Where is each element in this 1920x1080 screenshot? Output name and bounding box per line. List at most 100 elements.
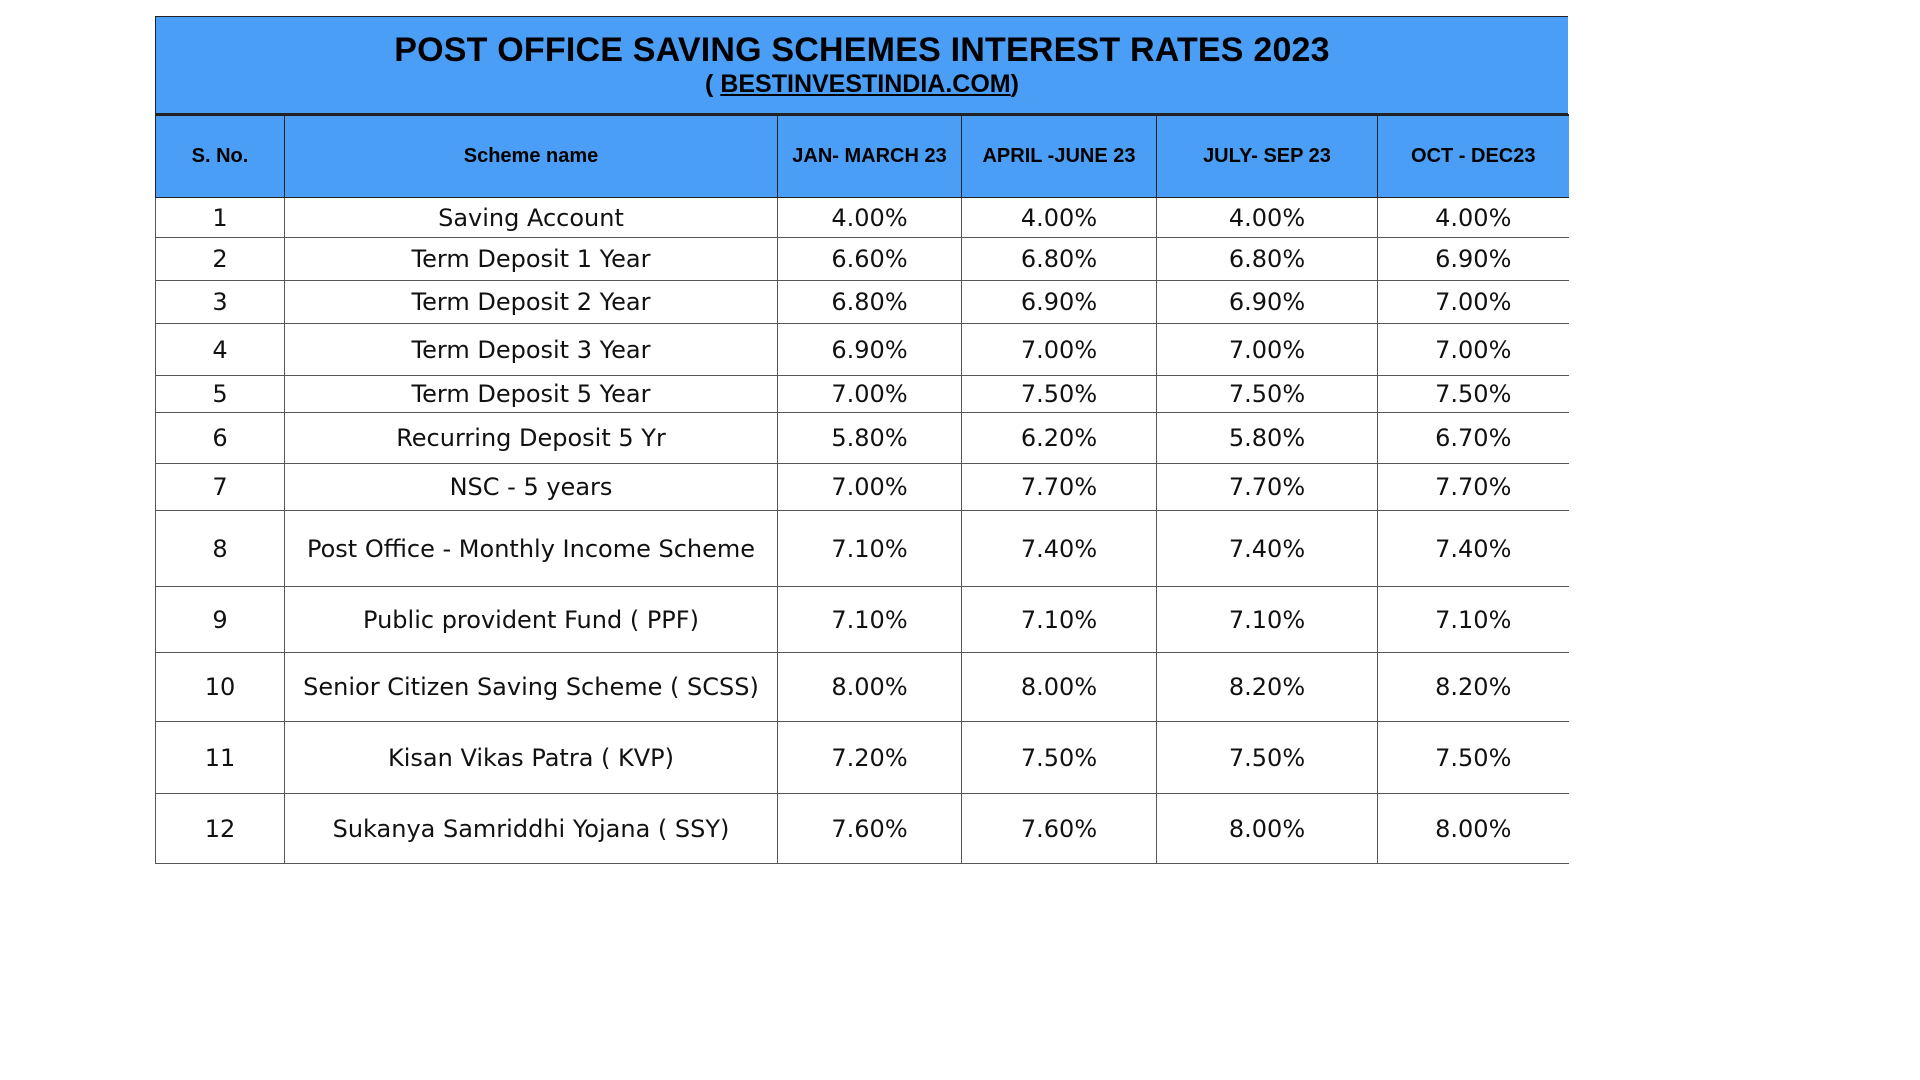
cell-scheme-name: Sukanya Samriddhi Yojana ( SSY): [284, 793, 778, 864]
cell-rate-oct-dec: 8.20%: [1377, 652, 1569, 722]
cell-rate-jul-sep: 7.40%: [1156, 510, 1378, 587]
page-title: POST OFFICE SAVING SCHEMES INTEREST RATE…: [394, 31, 1330, 69]
table-row: 2 Term Deposit 1 Year 6.60% 6.80% 6.80% 6.90%: [155, 237, 1569, 281]
cell-scheme-name: Term Deposit 1 Year: [284, 237, 778, 281]
cell-rate-apr-jun: 7.40%: [961, 510, 1157, 587]
cell-rate-oct-dec: 7.50%: [1377, 375, 1569, 413]
header-apr-jun: APRIL -JUNE 23: [961, 114, 1157, 198]
cell-rate-jan-mar: 5.80%: [777, 412, 962, 464]
cell-rate-jul-sep: 6.90%: [1156, 280, 1378, 324]
cell-rate-jan-mar: 6.90%: [777, 323, 962, 376]
cell-rate-oct-dec: 7.70%: [1377, 463, 1569, 511]
cell-rate-apr-jun: 6.90%: [961, 280, 1157, 324]
cell-sno: 2: [155, 237, 285, 281]
table-row: 3 Term Deposit 2 Year 6.80% 6.90% 6.90% 7.00%: [155, 280, 1569, 324]
cell-scheme-name: Kisan Vikas Patra ( KVP): [284, 721, 778, 794]
rates-table: S. No. Scheme name JAN- MARCH 23 APRIL -JUN…: [155, 114, 1569, 864]
header-jul-sep: JULY- SEP 23: [1156, 114, 1378, 198]
source-suffix: ): [1010, 70, 1019, 98]
cell-rate-jul-sep: 4.00%: [1156, 197, 1378, 238]
cell-rate-apr-jun: 6.20%: [961, 412, 1157, 464]
cell-rate-jan-mar: 8.00%: [777, 652, 962, 722]
cell-scheme-name: Recurring Deposit 5 Yr: [284, 412, 778, 464]
cell-sno: 5: [155, 375, 285, 413]
cell-rate-oct-dec: 6.70%: [1377, 412, 1569, 464]
title-bar: POST OFFICE SAVING SCHEMES INTEREST RATE…: [155, 16, 1568, 114]
cell-scheme-name: Term Deposit 2 Year: [284, 280, 778, 324]
cell-rate-apr-jun: 7.00%: [961, 323, 1157, 376]
cell-rate-jul-sep: 5.80%: [1156, 412, 1378, 464]
cell-rate-jul-sep: 6.80%: [1156, 237, 1378, 281]
cell-sno: 11: [155, 721, 285, 794]
cell-rate-apr-jun: 7.60%: [961, 793, 1157, 864]
cell-rate-jan-mar: 7.20%: [777, 721, 962, 794]
cell-rate-oct-dec: 7.50%: [1377, 721, 1569, 794]
cell-scheme-name: Public provident Fund ( PPF): [284, 586, 778, 653]
cell-sno: 9: [155, 586, 285, 653]
table-body: 1 Saving Account 4.00% 4.00% 4.00% 4.00% 2 Term…: [155, 197, 1569, 864]
table-row: 9 Public provident Fund ( PPF) 7.10% 7.10% 7…: [155, 586, 1569, 653]
cell-scheme-name: Term Deposit 5 Year: [284, 375, 778, 413]
cell-scheme-name: Saving Account: [284, 197, 778, 238]
cell-rate-jul-sep: 7.00%: [1156, 323, 1378, 376]
cell-scheme-name: Term Deposit 3 Year: [284, 323, 778, 376]
cell-rate-oct-dec: 7.00%: [1377, 323, 1569, 376]
cell-rate-apr-jun: 7.70%: [961, 463, 1157, 511]
header-jan-mar: JAN- MARCH 23: [777, 114, 962, 198]
cell-rate-jan-mar: 7.00%: [777, 375, 962, 413]
cell-rate-jan-mar: 7.00%: [777, 463, 962, 511]
cell-scheme-name: Senior Citizen Saving Scheme ( SCSS): [284, 652, 778, 722]
cell-rate-jul-sep: 8.00%: [1156, 793, 1378, 864]
cell-rate-apr-jun: 4.00%: [961, 197, 1157, 238]
cell-rate-apr-jun: 7.10%: [961, 586, 1157, 653]
cell-sno: 4: [155, 323, 285, 376]
table-row: 4 Term Deposit 3 Year 6.90% 7.00% 7.00% 7.00%: [155, 323, 1569, 376]
table-row: 10 Senior Citizen Saving Scheme ( SCSS) 8.…: [155, 652, 1569, 722]
table-row: 11 Kisan Vikas Patra ( KVP) 7.20% 7.50% 7.50…: [155, 721, 1569, 794]
cell-sno: 1: [155, 197, 285, 238]
cell-rate-jul-sep: 7.50%: [1156, 375, 1378, 413]
cell-rate-apr-jun: 8.00%: [961, 652, 1157, 722]
source-line: ( BESTINVESTINDIA.COM): [156, 69, 1568, 99]
cell-rate-apr-jun: 6.80%: [961, 237, 1157, 281]
source-link[interactable]: BESTINVESTINDIA.COM: [720, 70, 1011, 98]
cell-sno: 6: [155, 412, 285, 464]
cell-rate-jul-sep: 7.70%: [1156, 463, 1378, 511]
cell-rate-apr-jun: 7.50%: [961, 375, 1157, 413]
cell-sno: 12: [155, 793, 285, 864]
table-header-row: S. No. Scheme name JAN- MARCH 23 APRIL -JUN…: [155, 114, 1569, 198]
cell-sno: 3: [155, 280, 285, 324]
table-row: 6 Recurring Deposit 5 Yr 5.80% 6.20% 5.80% 6.…: [155, 412, 1569, 464]
cell-rate-oct-dec: 8.00%: [1377, 793, 1569, 864]
header-scheme-name: Scheme name: [284, 114, 778, 198]
cell-rate-oct-dec: 4.00%: [1377, 197, 1569, 238]
cell-rate-oct-dec: 7.10%: [1377, 586, 1569, 653]
cell-rate-jul-sep: 7.10%: [1156, 586, 1378, 653]
cell-scheme-name: NSC - 5 years: [284, 463, 778, 511]
source-prefix: (: [705, 70, 721, 98]
table-row: 8 Post Office - Monthly Income Scheme 7.10…: [155, 510, 1569, 587]
cell-rate-oct-dec: 6.90%: [1377, 237, 1569, 281]
table-row: 7 NSC - 5 years 7.00% 7.70% 7.70% 7.70%: [155, 463, 1569, 511]
cell-rate-jul-sep: 7.50%: [1156, 721, 1378, 794]
cell-rate-jan-mar: 6.60%: [777, 237, 962, 281]
header-sno: S. No.: [155, 114, 285, 198]
table-row: 12 Sukanya Samriddhi Yojana ( SSY) 7.60% 7.…: [155, 793, 1569, 864]
rates-sheet: POST OFFICE SAVING SCHEMES INTEREST RATE…: [155, 16, 1569, 864]
cell-rate-jan-mar: 6.80%: [777, 280, 962, 324]
table-row: 5 Term Deposit 5 Year 7.00% 7.50% 7.50% 7.50%: [155, 375, 1569, 413]
cell-sno: 10: [155, 652, 285, 722]
cell-sno: 8: [155, 510, 285, 587]
header-oct-dec: OCT - DEC23: [1377, 114, 1569, 198]
cell-rate-jul-sep: 8.20%: [1156, 652, 1378, 722]
table-row: 1 Saving Account 4.00% 4.00% 4.00% 4.00%: [155, 197, 1569, 238]
cell-rate-jan-mar: 4.00%: [777, 197, 962, 238]
cell-rate-jan-mar: 7.10%: [777, 510, 962, 587]
cell-rate-oct-dec: 7.40%: [1377, 510, 1569, 587]
cell-rate-jan-mar: 7.60%: [777, 793, 962, 864]
cell-scheme-name: Post Office - Monthly Income Scheme: [284, 510, 778, 587]
cell-rate-oct-dec: 7.00%: [1377, 280, 1569, 324]
cell-rate-apr-jun: 7.50%: [961, 721, 1157, 794]
cell-sno: 7: [155, 463, 285, 511]
cell-rate-jan-mar: 7.10%: [777, 586, 962, 653]
